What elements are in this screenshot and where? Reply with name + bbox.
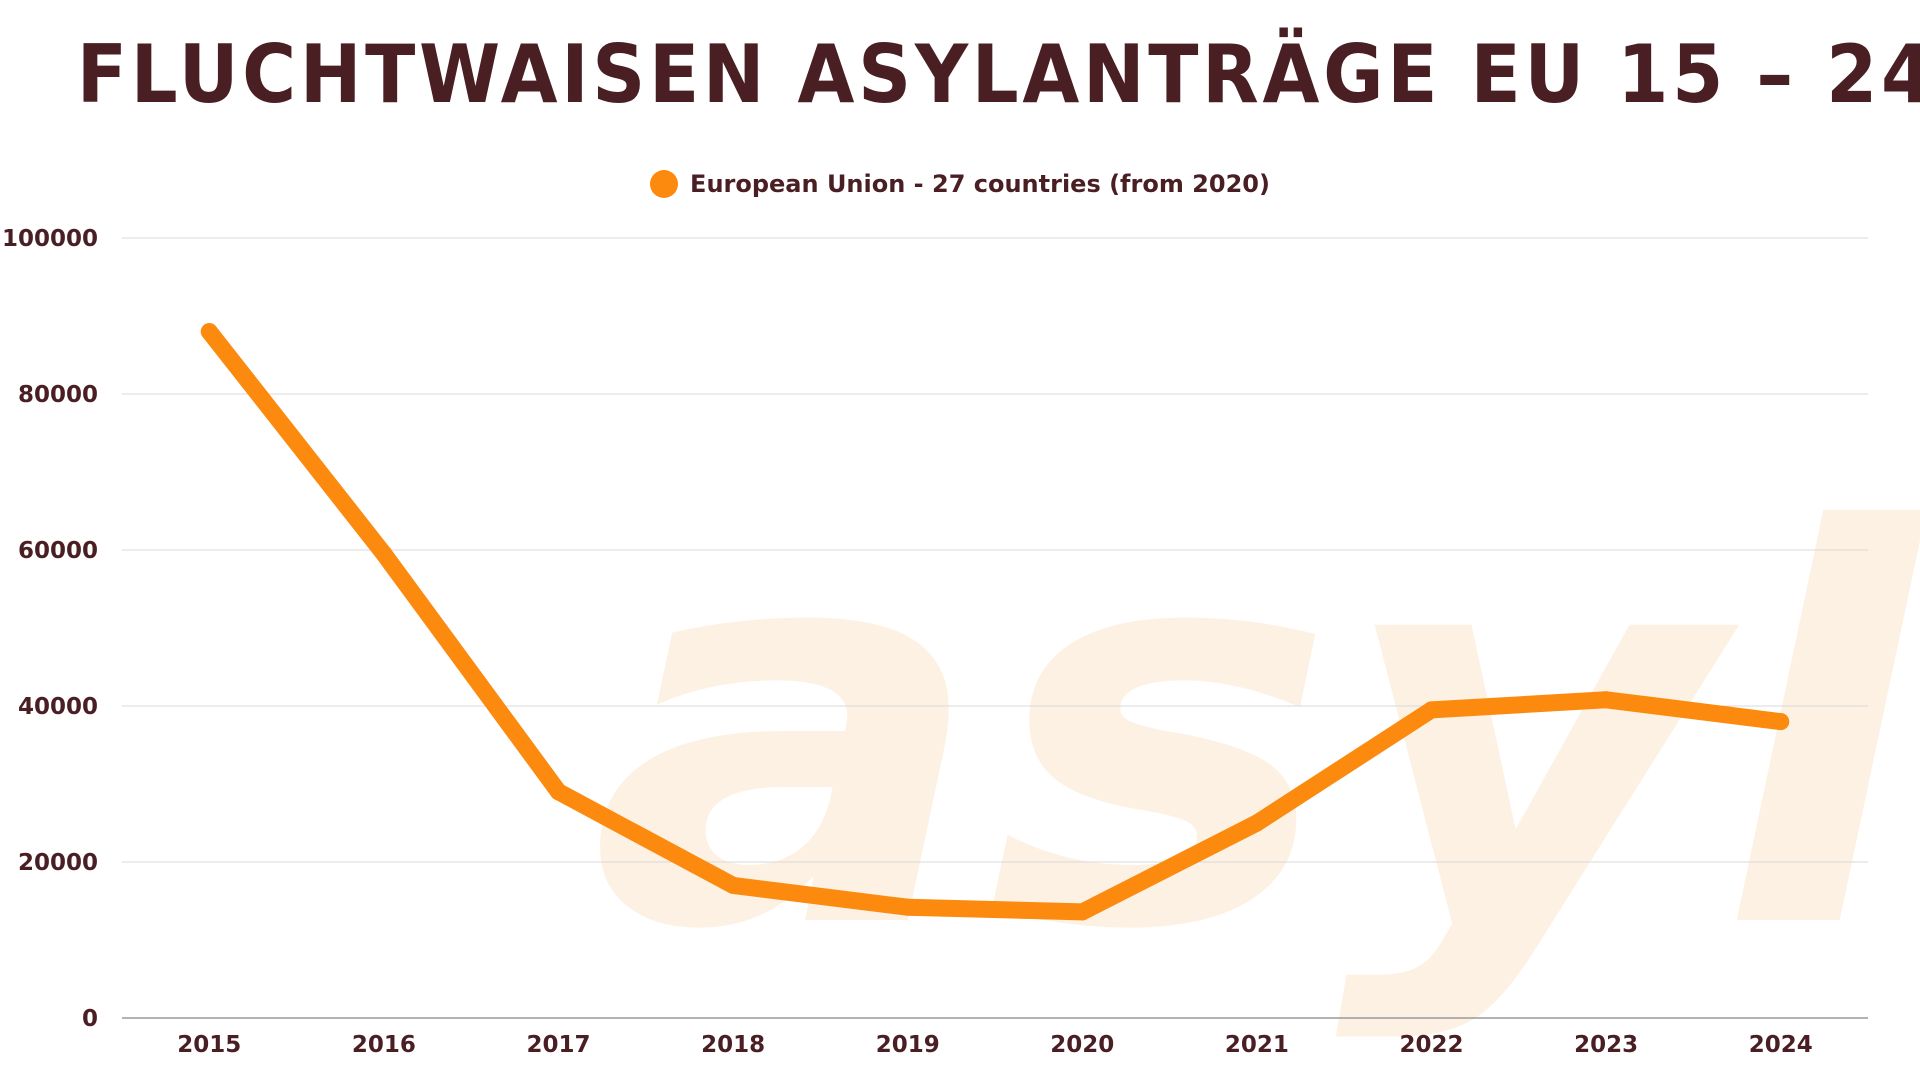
x-tick-label: 2023 [1574, 1032, 1638, 1058]
legend-label: European Union - 27 countries (from 2020… [690, 170, 1270, 198]
y-tick-label: 100000 [2, 226, 98, 252]
data-point [724, 876, 742, 894]
data-point [1597, 691, 1615, 709]
data-point [1248, 814, 1266, 832]
x-tick-label: 2015 [177, 1032, 241, 1058]
series-layer [200, 323, 1790, 921]
data-point [1423, 701, 1440, 719]
x-tick-label: 2020 [1050, 1032, 1114, 1058]
x-tick-label: 2024 [1749, 1032, 1813, 1058]
y-tick-label: 20000 [18, 850, 98, 876]
data-point [1772, 713, 1790, 731]
data-point [1073, 903, 1091, 921]
legend: European Union - 27 countries (from 2020… [0, 170, 1920, 198]
data-point [899, 898, 917, 916]
watermark-logo: asyl [590, 420, 1920, 1048]
data-point [550, 783, 567, 801]
y-tick-label: 60000 [18, 538, 98, 564]
x-tick-label: 2018 [701, 1032, 765, 1058]
data-point [375, 545, 393, 563]
y-tick-label: 0 [82, 1006, 98, 1032]
data-point [200, 323, 218, 341]
x-tick-label: 2019 [876, 1032, 940, 1058]
x-tick-label: 2017 [526, 1032, 590, 1058]
chart-title: FLUCHTWAISEN ASYLANTRÄGE EU 15 – 24 [76, 28, 1920, 121]
legend-marker [650, 170, 679, 198]
y-tick-label: 40000 [18, 694, 98, 720]
series-line [200, 323, 1790, 921]
y-tick-label: 80000 [18, 382, 98, 408]
x-axis: 2015 2016 2017 2018 2019 2020 2021 2022 2023 2024 [177, 1032, 1812, 1058]
grid-lines [122, 237, 1868, 1019]
x-tick-label: 2022 [1399, 1032, 1463, 1058]
x-tick-label: 2021 [1225, 1032, 1289, 1058]
y-axis: 0 20000 40000 60000 80000 100000 [2, 226, 98, 1032]
x-tick-label: 2016 [352, 1032, 416, 1058]
